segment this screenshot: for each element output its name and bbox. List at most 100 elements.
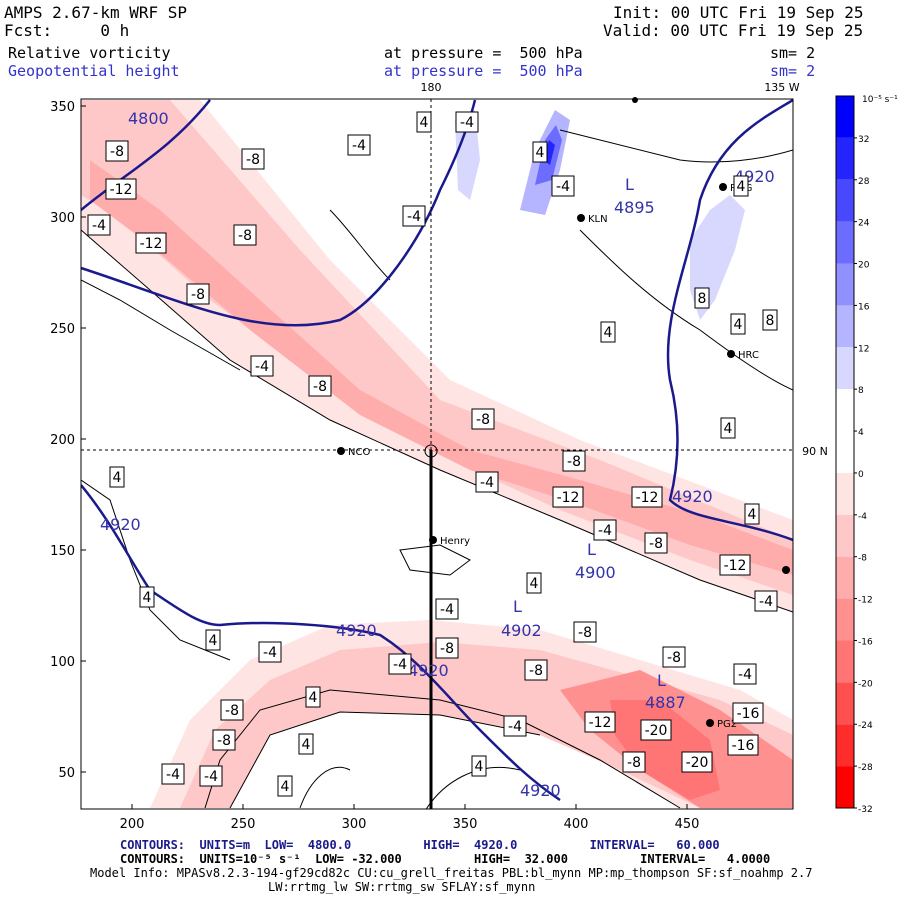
vorticity-label-box (475, 471, 499, 493)
vorticity-label-box (212, 729, 236, 751)
vorticity-label: -12 (589, 715, 612, 731)
colorbar-label: 28 (858, 177, 870, 187)
station-label: NCO (348, 447, 370, 458)
vorticity-label: 4 (737, 179, 746, 195)
low-marker: L (513, 597, 522, 616)
vorticity-label-box (347, 134, 371, 156)
vorticity-label: -12 (110, 182, 133, 198)
vorticity-label: -4 (460, 115, 474, 131)
y-tick-label: 50 (58, 766, 75, 781)
x-tick-label: 450 (675, 817, 700, 832)
vorticity-contours (81, 129, 793, 809)
vorticity-label: -12 (557, 490, 580, 506)
height-contour-4920-south (81, 484, 561, 802)
height-label: 4920 (672, 487, 713, 506)
x-tick-label: 200 (120, 817, 145, 832)
vorticity-label: -4 (263, 645, 277, 661)
station-label: PG2 (717, 719, 737, 730)
field-height: Geopotential height (8, 62, 180, 80)
vorticity-label: -4 (556, 179, 570, 195)
vorticity-label-box (744, 503, 760, 525)
vorticity-label-box (233, 224, 257, 246)
vorticity-label-box (186, 283, 210, 305)
vorticity-label-box (435, 637, 459, 659)
vorticity-label: 4 (724, 421, 733, 437)
vorticity-label: -4 (759, 594, 773, 610)
vorticity-label: -8 (110, 144, 124, 160)
model-title: AMPS 2.67-km WRF SP (4, 3, 188, 22)
vorticity-label-box (551, 175, 575, 197)
station-dot (337, 447, 345, 455)
height-label: 4800 (128, 109, 169, 128)
vorticity-label: -8 (225, 703, 239, 719)
vorticity-label-box (631, 486, 663, 508)
height-label: 4900 (575, 563, 616, 582)
y-tick-label: 200 (50, 433, 75, 448)
height-label: 4902 (501, 621, 542, 640)
x-tick-label: 300 (342, 817, 367, 832)
stations: NCO KLN RDG HRC Henry PG2 (337, 97, 790, 730)
vorticity-label: 4 (113, 470, 122, 486)
colorbar-label: -8 (858, 554, 867, 564)
vorticity-label: -8 (476, 412, 490, 428)
height-label: 4920 (408, 661, 449, 680)
station-dot (706, 719, 714, 727)
vorticity-label-box (584, 711, 616, 733)
vorticity-label: 4 (309, 690, 318, 706)
vorticity-label: -4 (508, 719, 522, 735)
vorticity-label-box (435, 598, 459, 620)
south-pole-marker (424, 444, 438, 458)
vorticity-label-box (733, 175, 749, 197)
footer-height-contours: CONTOURS: UNITS=m LOW= 4800.0 HIGH= 4920… (120, 838, 720, 852)
valid-time: Valid: 00 UTC Fri 19 Sep 25 (603, 21, 864, 40)
station-dot (727, 350, 735, 358)
vorticity-label-box (298, 733, 314, 755)
vorticity-label: -8 (567, 454, 581, 470)
height-contour-4800 (81, 99, 211, 211)
vorticity-label-box (139, 586, 155, 608)
colorbar-segment (836, 263, 854, 306)
colorbar-segment (836, 179, 854, 222)
colorbar-segment (836, 766, 854, 808)
vorticity-label-box (471, 755, 487, 777)
vorticity-label-box (416, 111, 432, 133)
colorbar-segment (836, 221, 854, 264)
height-label: 4920 (520, 781, 561, 800)
vorticity-label: -4 (738, 667, 752, 683)
vorticity-label: 4 (420, 115, 429, 131)
vorticity-label-box (644, 532, 668, 554)
x-tick-label: 400 (564, 817, 589, 832)
colorbar-label: -24 (858, 721, 873, 731)
colorbar-label: 0 (858, 470, 864, 480)
smoothing-vorticity: sm= 2 (770, 44, 816, 62)
vorticity-label: 4 (530, 576, 539, 592)
vorticity-label: -12 (636, 490, 659, 506)
vorticity-label-box (754, 590, 778, 612)
vorticity-label: -12 (724, 558, 747, 574)
vorticity-label-box (277, 775, 293, 797)
lon-label-top: 180 (421, 81, 442, 94)
vorticity-label-box (727, 734, 759, 756)
vorticity-label: 4 (536, 145, 545, 161)
colorbar-frame (835, 95, 855, 809)
vorticity-label: -8 (627, 755, 641, 771)
colorbar-label: 20 (858, 261, 870, 271)
smoothing-height: sm= 2 (770, 62, 816, 80)
vorticity-label: -20 (686, 755, 709, 771)
vorticity-label-box (135, 232, 167, 254)
colorbar-label: -20 (858, 679, 873, 689)
vorticity-label-box (388, 653, 412, 675)
lon-label-right: 135 W (764, 81, 799, 94)
vorticity-label-box (305, 686, 321, 708)
vorticity-label: -8 (649, 536, 663, 552)
colorbar-segment (836, 682, 854, 725)
vorticity-label-box (471, 408, 495, 430)
vorticity-label-box (109, 466, 125, 488)
vorticity-label: -8 (217, 733, 231, 749)
vorticity-label: -8 (667, 650, 681, 666)
vorticity-label-box (733, 663, 757, 685)
vorticity-label-box (308, 375, 332, 397)
colorbar-segment (836, 96, 854, 138)
vorticity-label-box (524, 659, 548, 681)
